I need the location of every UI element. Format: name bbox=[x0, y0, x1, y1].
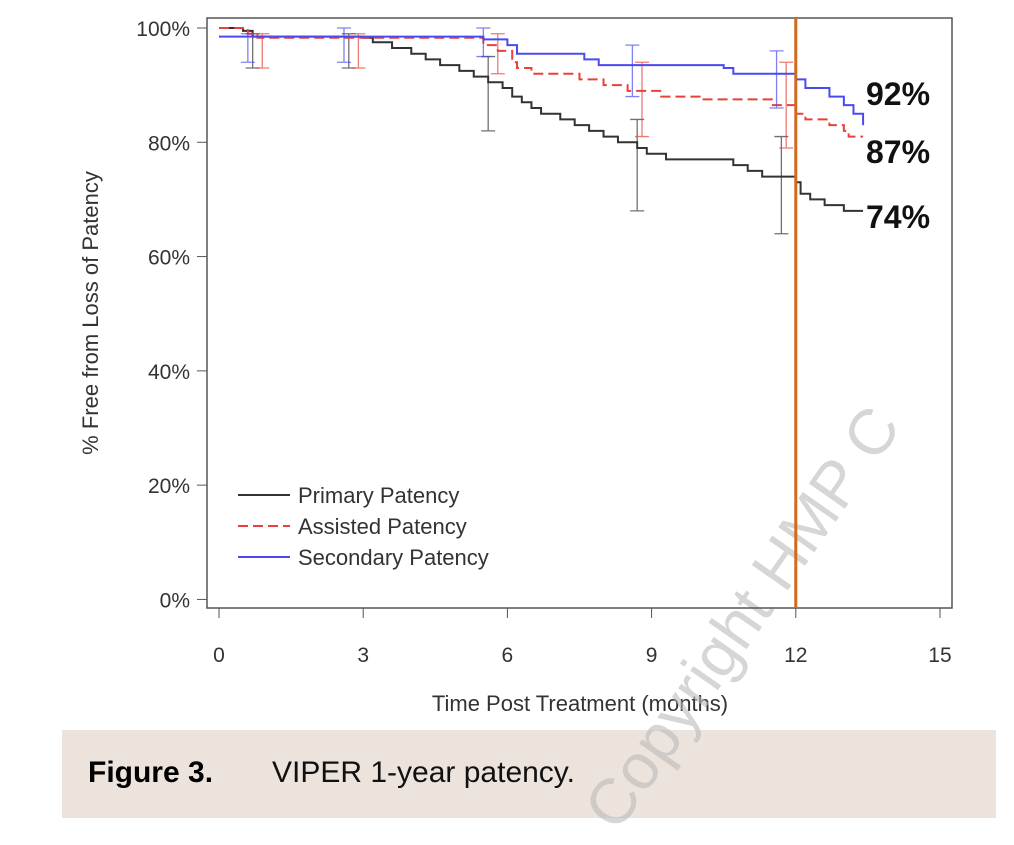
x-tick-label: 6 bbox=[502, 644, 514, 667]
error-bar bbox=[774, 135, 789, 235]
x-axis-title: Time Post Treatment (months) bbox=[432, 691, 728, 716]
end-label: 92% bbox=[866, 76, 930, 112]
step-line bbox=[219, 27, 864, 138]
error-bar bbox=[769, 50, 784, 109]
error-bar bbox=[476, 27, 491, 58]
end-label: 87% bbox=[866, 134, 930, 170]
step-line bbox=[219, 27, 864, 212]
y-tick-label: 40% bbox=[148, 361, 190, 384]
x-tick-label: 12 bbox=[784, 644, 807, 667]
y-axis-title: % Free from Loss of Patency bbox=[78, 171, 103, 455]
x-tick-label: 15 bbox=[928, 644, 951, 667]
y-tick-label: 80% bbox=[148, 132, 190, 155]
error-bar bbox=[625, 44, 640, 98]
y-tick-label: 100% bbox=[136, 18, 190, 41]
caption-text: VIPER 1-year patency. bbox=[272, 756, 575, 789]
plot-frame bbox=[206, 17, 953, 609]
x-tick-label: 0 bbox=[213, 644, 225, 667]
legend-label: Primary Patency bbox=[298, 483, 459, 508]
legend-label: Secondary Patency bbox=[298, 545, 489, 570]
error-bar bbox=[481, 55, 496, 132]
error-bar bbox=[336, 27, 351, 63]
caption-label: Figure 3. bbox=[88, 756, 213, 789]
step-line bbox=[219, 35, 865, 126]
legend-label: Assisted Patency bbox=[298, 514, 467, 539]
y-tick-label: 60% bbox=[148, 247, 190, 270]
error-bar bbox=[240, 33, 255, 63]
caption-box bbox=[62, 730, 996, 818]
y-tick-label: 20% bbox=[148, 475, 190, 498]
error-bar bbox=[351, 33, 366, 69]
x-tick-label: 3 bbox=[357, 644, 369, 667]
end-label: 74% bbox=[866, 199, 930, 235]
error-bar bbox=[255, 33, 270, 69]
x-tick-label: 9 bbox=[646, 644, 658, 667]
y-tick-label: 0% bbox=[160, 589, 190, 612]
error-bar bbox=[634, 61, 649, 138]
error-bar bbox=[779, 61, 794, 149]
